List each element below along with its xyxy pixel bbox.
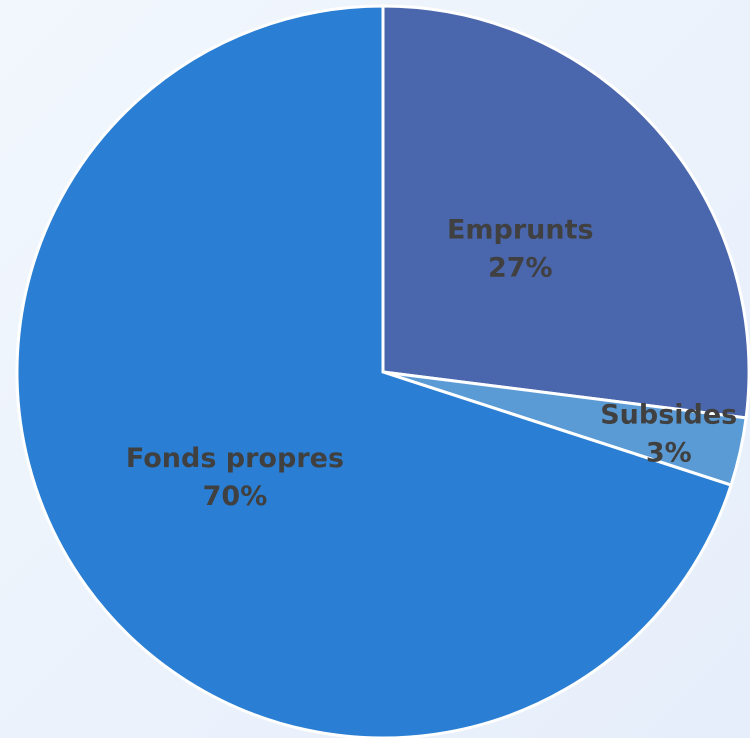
slice-label: Subsides [600, 399, 737, 430]
pie-slice [381, 4, 750, 420]
slice-value-label: 70% [203, 481, 268, 512]
slice-value-label: 3% [646, 437, 692, 468]
slice-value-label: 27% [488, 252, 553, 283]
pie-slice [15, 4, 733, 738]
slice-label: Fonds propres [126, 443, 344, 474]
slice-label: Emprunts [447, 214, 594, 245]
